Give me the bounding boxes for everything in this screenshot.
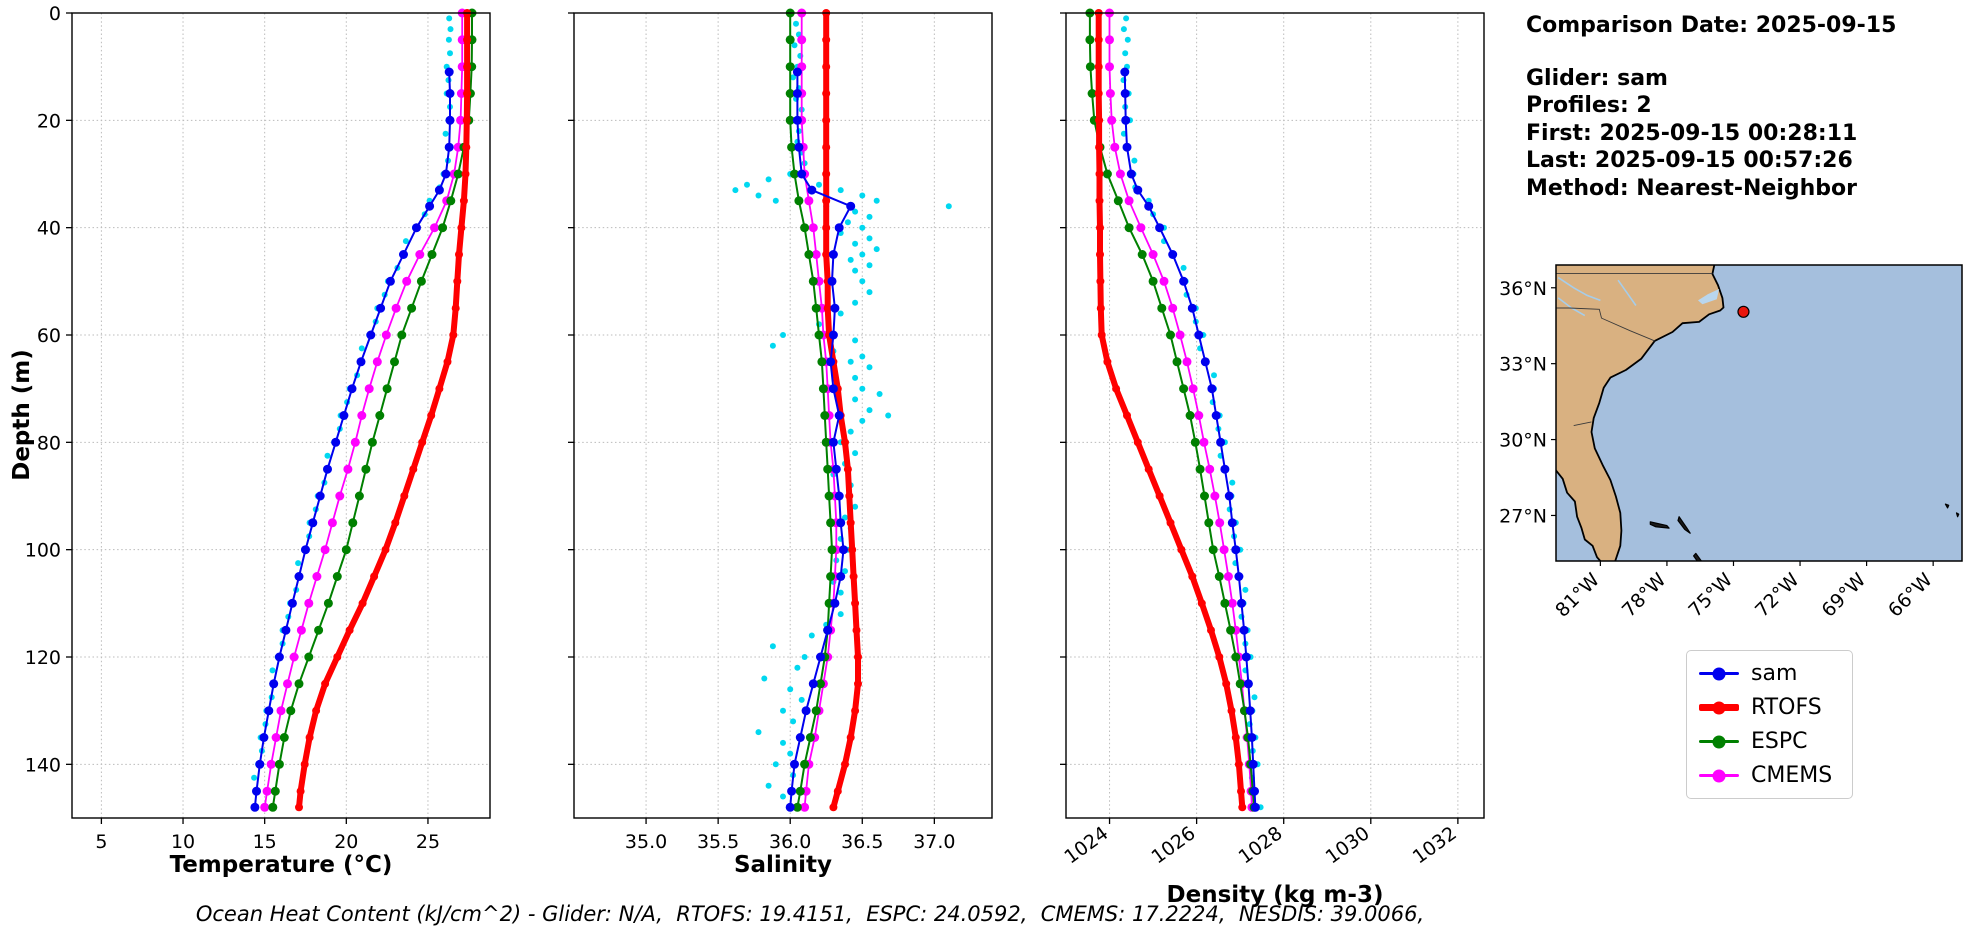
density-axis-label: Density (kg m-3) [1166,882,1384,908]
svg-text:66°W: 66°W [1884,569,1937,622]
info-panel: Comparison Date: 2025-09-15 Glider: sam … [1526,12,1896,202]
legend-marker-dot [1712,667,1726,680]
density-series-ESPC [1085,8,1259,812]
svg-text:75°W: 75°W [1684,569,1737,622]
svg-text:36°N: 36°N [1499,278,1547,300]
map-river [1617,279,1637,306]
glider-name: Glider: sam [1526,65,1668,91]
svg-text:72°W: 72°W [1751,569,1804,622]
map-island [1659,562,1670,576]
svg-text:0: 0 [49,3,61,25]
temperature-series-RTOFS [295,9,472,812]
svg-text:1032: 1032 [1409,822,1461,868]
svg-text:35.0: 35.0 [625,831,667,853]
svg-text:5: 5 [95,831,107,853]
comparison-date: Comparison Date: 2025-09-15 [1526,13,1897,38]
density-series-sam [1120,67,1260,812]
svg-text:100: 100 [25,540,61,562]
map-state-border [1556,307,1655,342]
svg-text:36.5: 36.5 [841,831,883,853]
svg-text:33°N: 33°N [1499,354,1547,376]
location-map [1556,265,1962,576]
legend-line-swatch [1699,667,1739,680]
svg-text:27°N: 27°N [1499,505,1547,527]
salinity-plot: 35.0 35.5 36.0 36.5 37.0 [568,8,993,853]
svg-text:35.5: 35.5 [697,831,739,853]
info-spacer [1526,40,1896,65]
legend-item-sam: sam [1699,661,1832,686]
legend-item-CMEMS: CMEMS [1699,763,1832,788]
legend-item-ESPC: ESPC [1699,729,1832,754]
salinity-series-ESPC [785,8,837,812]
svg-text:69°W: 69°W [1817,569,1870,622]
svg-text:20: 20 [334,831,358,853]
map-island [1692,552,1703,561]
svg-text:37.0: 37.0 [913,831,955,853]
svg-text:140: 140 [25,754,61,776]
salinity-axis-label: Salinity [733,852,833,878]
density-plot: 1024 1026 1028 1030 1032 [1060,8,1485,868]
map-state-border [1573,421,1592,427]
temperature-axes-border [71,12,491,819]
legend-marker-dot [1712,701,1726,714]
legend-item-RTOFS: RTOFS [1699,695,1832,720]
map-island [1677,516,1691,534]
legend-line-swatch [1699,701,1739,714]
map-island [1955,512,1960,518]
temperature-series-sam [250,67,455,812]
map-river [1557,276,1601,302]
svg-text:78°W: 78°W [1618,569,1671,622]
salinity-series-sam [785,67,856,812]
salinity-ticks: 35.0 35.5 36.0 36.5 37.0 [568,12,956,853]
legend-line-swatch [1699,735,1739,748]
map-sound [1698,289,1720,305]
svg-text:10: 10 [171,831,195,853]
svg-text:80: 80 [37,432,61,454]
comparison-method: Method: Nearest-Neighbor [1526,175,1857,201]
svg-text:30°N: 30°N [1499,430,1547,452]
map-land [1556,265,1725,561]
legend-label: CMEMS [1751,763,1833,788]
svg-text:20: 20 [37,110,61,132]
svg-text:25: 25 [416,831,440,853]
density-series-RTOFS [1094,9,1247,812]
temperature-axis-label: Temperature (°C) [169,852,393,878]
legend-marker-dot [1712,735,1726,748]
temperature-ticks: 5 10 15 20 25 0 20 40 60 80 100 120 140 [25,3,440,853]
svg-text:81°W: 81°W [1551,569,1604,622]
svg-text:15: 15 [253,831,277,853]
svg-text:40: 40 [37,218,61,240]
svg-text:120: 120 [25,647,61,669]
profile-count: Profiles: 2 [1526,93,1652,118]
map-island [1944,503,1950,509]
density-axes-border [1065,12,1485,819]
depth-axis-label: Depth (m) [9,349,35,481]
legend: sam RTOFS ESPC CMEMS [1686,650,1854,799]
temperature-series-CMEMS [260,8,467,812]
legend-marker-dot [1712,769,1726,782]
svg-text:1026: 1026 [1148,822,1200,868]
legend-label: ESPC [1751,729,1808,754]
svg-text:1028: 1028 [1235,822,1287,868]
svg-text:36.0: 36.0 [769,831,811,853]
legend-label: RTOFS [1751,695,1822,720]
first-profile-time: First: 2025-09-15 00:28:11 [1526,120,1858,146]
glider-position-marker [1737,305,1750,318]
legend-line-swatch [1699,769,1739,782]
density-ticks: 1024 1026 1028 1030 1032 [1060,12,1461,868]
ohc-caption: Ocean Heat Content (kJ/cm^2) - Glider: N… [195,902,1425,926]
salinity-grid [574,12,992,818]
svg-text:1030: 1030 [1322,822,1374,868]
temperature-plot: 5 10 15 20 25 0 20 40 60 80 100 120 140 [25,3,491,853]
temperature-raw-scatter [251,15,454,811]
legend-label: sam [1751,661,1798,686]
temperature-series-ESPC [268,8,477,812]
svg-text:1024: 1024 [1060,822,1112,868]
svg-text:60: 60 [37,325,61,347]
salinity-axes-border [573,12,993,819]
last-profile-time: Last: 2025-09-15 00:57:26 [1526,148,1853,173]
map-island [1649,521,1670,529]
